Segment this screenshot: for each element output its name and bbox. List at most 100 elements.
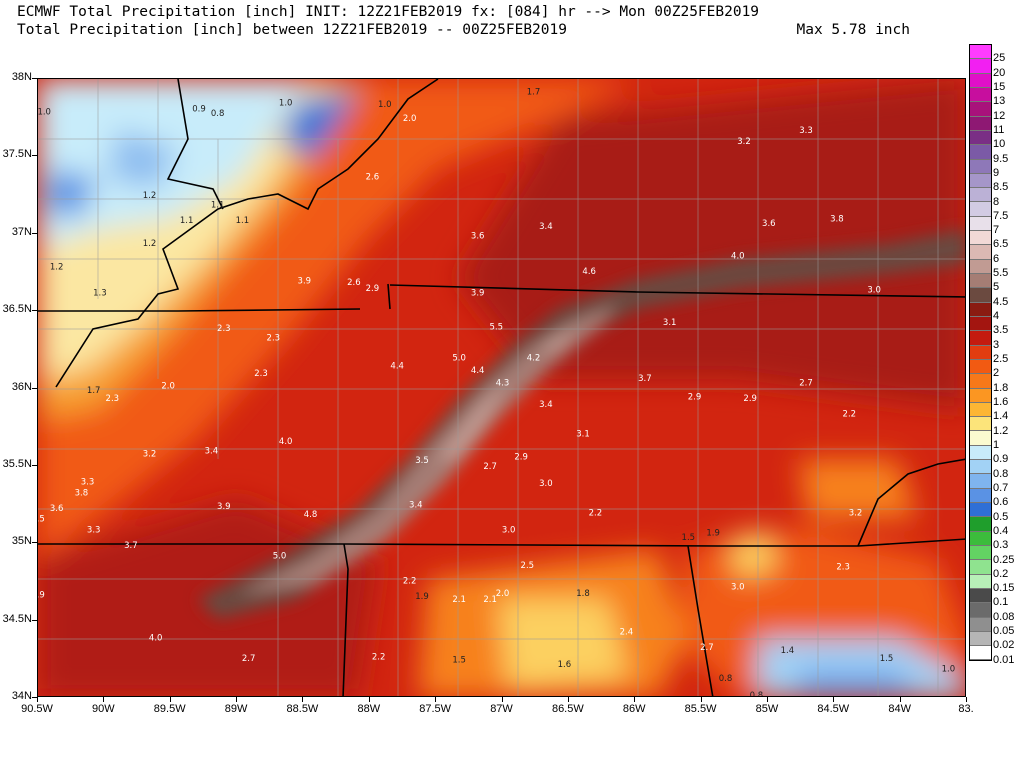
lat-tick <box>32 78 37 79</box>
lon-tick <box>169 697 171 702</box>
lon-tick-label: 83. <box>958 703 974 715</box>
precip-value-label: 3.0 <box>502 525 516 535</box>
colorbar-swatch <box>970 631 991 647</box>
colorbar-swatch <box>970 646 991 661</box>
lon-tick <box>899 697 901 702</box>
precip-value-label: 1.9 <box>706 529 720 539</box>
colorbar-swatch <box>970 102 991 117</box>
precip-value-label: 2.2 <box>403 577 417 587</box>
precip-value-label: 2.0 <box>403 114 417 124</box>
lon-tick <box>435 697 437 702</box>
colorbar-level-label: 0.8 <box>993 467 1009 480</box>
precip-value-label: 2.5 <box>521 561 535 571</box>
colorbar-level-label: 0.15 <box>993 582 1015 595</box>
colorbar-swatch <box>970 288 991 303</box>
lon-tick-label: 85W <box>755 703 779 715</box>
colorbar-level-label: 1.8 <box>993 381 1009 394</box>
precip-value-label: 4.3 <box>496 378 510 388</box>
colorbar-level-label: 2 <box>993 367 1000 380</box>
precip-value-label: 3.4 <box>409 501 423 511</box>
colorbar-swatch <box>970 431 991 446</box>
state-borders <box>38 79 965 696</box>
colorbar-level-label: 4.5 <box>993 295 1009 308</box>
colorbar <box>969 44 992 662</box>
colorbar-swatch <box>970 617 991 632</box>
colorbar-level-label: 0.08 <box>993 610 1015 623</box>
colorbar-level-label: 0.7 <box>993 481 1009 494</box>
colorbar-level-label: 0.1 <box>993 596 1009 609</box>
lat-tick-label: 36N <box>11 380 32 393</box>
precip-value-label: 1.5 <box>880 654 894 664</box>
colorbar-level-label: 15 <box>993 80 1006 93</box>
colorbar-level-label: 6.5 <box>993 238 1009 251</box>
precip-value-label: 2.3 <box>836 563 850 573</box>
precip-value-label: 3.2 <box>737 137 751 147</box>
precip-value-label: 1.4 <box>781 646 795 656</box>
precip-value-label: 2.2 <box>589 508 603 518</box>
colorbar-swatch <box>970 402 991 418</box>
colorbar-level-label: 9 <box>993 166 1000 179</box>
lat-tick <box>32 542 37 544</box>
precip-value-label: 1.0 <box>942 665 956 675</box>
precip-value-label: 1.0 <box>378 100 392 110</box>
colorbar-swatch <box>970 87 991 103</box>
colorbar-level-label: 6 <box>993 252 1000 265</box>
lat-tick-label: 35.5N <box>2 457 32 470</box>
lon-tick-label: 86.5W <box>551 703 584 715</box>
precip-value-label: 2.7 <box>242 654 256 664</box>
lon-tick-label: 85.5W <box>684 703 717 715</box>
colorbar-swatch <box>970 531 991 546</box>
precip-value-label: 1.5 <box>452 655 466 665</box>
precip-value-label: 2.0 <box>496 589 510 599</box>
colorbar-level-label: 5 <box>993 281 1000 294</box>
colorbar-level-label: 12 <box>993 109 1006 122</box>
lon-tick <box>634 697 636 702</box>
precip-value-label: 1.7 <box>527 88 541 98</box>
precip-value-label: 3.3 <box>81 477 95 487</box>
precip-value-label: 2.3 <box>254 369 268 379</box>
colorbar-swatch <box>970 216 991 232</box>
colorbar-level-label: 8 <box>993 195 1000 208</box>
colorbar-swatch <box>970 574 991 589</box>
precip-value-label: 3.4 <box>205 447 219 457</box>
precip-value-label: 3.6 <box>471 231 485 241</box>
lon-tick-label: 87W <box>490 703 513 715</box>
precip-value-label: 4.0 <box>149 634 163 644</box>
precip-value-label: 5.0 <box>452 354 466 364</box>
colorbar-swatch <box>970 445 991 461</box>
colorbar-swatch <box>970 173 991 189</box>
precip-value-label: 2.6 <box>347 278 361 288</box>
precip-value-label: 2.3 <box>106 394 120 404</box>
colorbar-swatch <box>970 517 991 532</box>
precip-value-label: 1.1 <box>211 200 225 210</box>
precip-value-label: 2.7 <box>483 462 497 472</box>
colorbar-swatch <box>970 45 991 60</box>
precip-value-label: 0.9 <box>192 105 206 115</box>
precip-value-label: 3.7 <box>638 374 652 384</box>
lon-tick <box>700 697 702 702</box>
colorbar-level-label: 7.5 <box>993 209 1009 222</box>
precip-value-label: 0.8 <box>719 674 733 684</box>
precipitation-map-canvas: 1.7 2.0 1.0 1.0 0.9 0.8 1.0 3.3 3.2 2.6 1.2 1.1 1.1 1… <box>38 79 965 696</box>
colorbar-level-label: 0.01 <box>993 653 1015 666</box>
colorbar-swatch <box>970 474 991 489</box>
precip-value-label: 1.0 <box>38 108 51 118</box>
precip-value-label: 2.6 <box>366 173 380 183</box>
colorbar-swatch <box>970 231 991 246</box>
precip-value-label: 2.7 <box>700 643 714 653</box>
colorbar-swatch <box>970 388 991 403</box>
precip-value-label: 4.8 <box>304 510 318 520</box>
precip-value-label: 3.8 <box>830 214 844 224</box>
chart-title: ECMWF Total Precipitation [inch] INIT: 1… <box>17 4 760 20</box>
precip-value-label: 5.5 <box>490 323 504 333</box>
colorbar-swatch <box>970 259 991 274</box>
lon-tick <box>567 697 569 702</box>
precip-value-label: 3.1 <box>663 318 677 328</box>
lon-tick-label: 89W <box>224 703 248 715</box>
colorbar-level-label: 0.6 <box>993 496 1009 509</box>
precip-value-label: 1.2 <box>143 191 157 201</box>
colorbar-swatch <box>970 159 991 174</box>
lon-tick <box>368 697 370 702</box>
colorbar-swatch <box>970 603 991 618</box>
precip-value-label: 2.2 <box>372 652 386 662</box>
